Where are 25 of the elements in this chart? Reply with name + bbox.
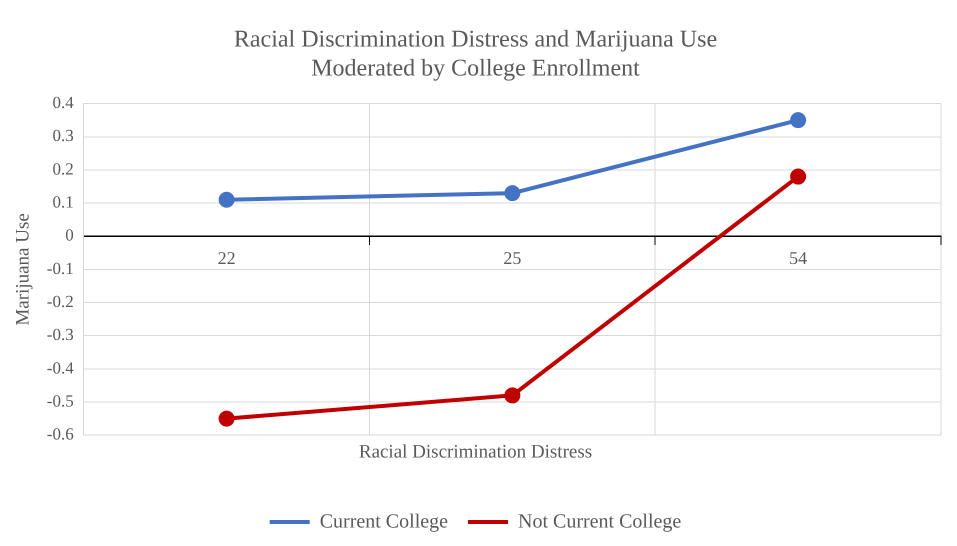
y-axis-title: Marijuana Use: [12, 213, 34, 326]
point: [790, 112, 806, 128]
y-tick-label: 0.2: [52, 159, 74, 178]
y-tick-label: -0.1: [46, 258, 74, 278]
x-tick-label: 25: [503, 248, 522, 268]
point: [218, 410, 235, 427]
y-tick-label: 0.1: [52, 192, 74, 212]
y-tick-label: 0.3: [52, 126, 74, 146]
y-tick-label: -0.2: [46, 292, 74, 312]
y-tick-label: 0.4: [52, 93, 74, 112]
y-tick-label: -0.4: [46, 358, 74, 378]
legend-label: Current College: [320, 510, 448, 532]
y-tick-label: -0.3: [46, 325, 74, 344]
point: [504, 387, 520, 404]
y-tick-label: -0.6: [46, 424, 74, 444]
x-axis-title: Racial Discrimination Distress: [358, 442, 592, 463]
point: [790, 168, 806, 185]
x-tick-label: 22: [218, 248, 236, 268]
point: [218, 192, 235, 208]
x-tick-label: 54: [789, 248, 808, 268]
y-tick-label: 0: [65, 226, 74, 245]
y-tick-label: -0.5: [46, 392, 74, 411]
chart-title: Racial Discrimination Distress and Marijuana Use Moderated by College Enrollment: [234, 26, 718, 82]
point: [504, 185, 520, 202]
legend-label: Not Current College: [518, 510, 682, 532]
